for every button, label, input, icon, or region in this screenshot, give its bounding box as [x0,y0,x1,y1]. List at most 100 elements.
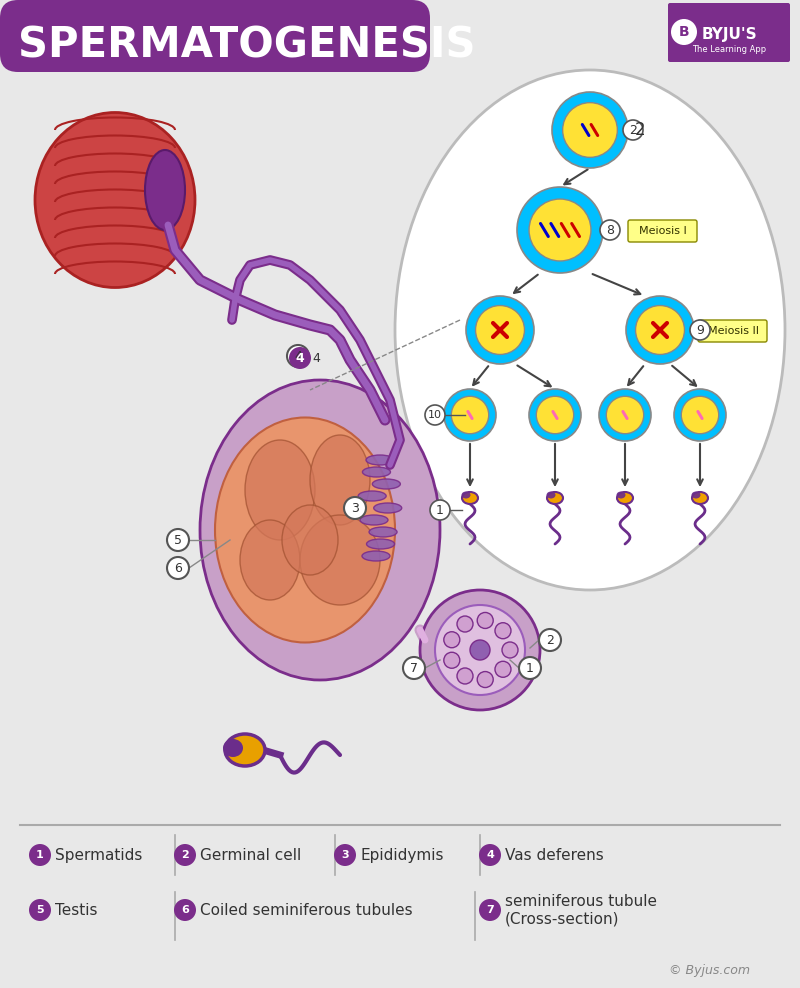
Text: 5: 5 [174,534,182,546]
Circle shape [444,389,496,441]
Circle shape [599,389,651,441]
Circle shape [635,305,685,355]
Ellipse shape [395,70,785,590]
Ellipse shape [215,418,395,642]
FancyBboxPatch shape [628,220,697,242]
Text: 6: 6 [181,905,189,915]
Circle shape [690,320,710,340]
Circle shape [466,296,534,364]
Text: 1: 1 [436,504,444,517]
Circle shape [425,405,445,425]
Circle shape [562,103,618,157]
Circle shape [671,19,697,45]
Circle shape [435,605,525,695]
Text: 2: 2 [635,121,646,139]
Circle shape [289,347,311,369]
Text: 4: 4 [312,352,320,365]
Circle shape [167,529,189,551]
Ellipse shape [691,491,701,499]
Text: 8: 8 [606,223,614,236]
Ellipse shape [245,440,315,540]
Ellipse shape [462,491,470,499]
Text: 7: 7 [410,662,418,675]
Ellipse shape [362,467,390,477]
Text: 1: 1 [36,850,44,860]
Text: Testis: Testis [55,902,98,918]
Circle shape [344,497,366,519]
Text: 7: 7 [486,905,494,915]
Ellipse shape [617,491,626,499]
Circle shape [430,500,450,520]
Ellipse shape [358,491,386,501]
Circle shape [606,396,644,434]
Ellipse shape [240,520,300,600]
Text: Spermatids: Spermatids [55,848,142,863]
Circle shape [167,557,189,579]
Ellipse shape [692,492,708,504]
Circle shape [682,396,718,434]
Circle shape [29,844,51,866]
Circle shape [517,187,603,273]
Circle shape [420,590,540,710]
Text: © Byjus.com: © Byjus.com [669,963,750,976]
Ellipse shape [282,505,338,575]
Circle shape [475,305,525,355]
Ellipse shape [366,539,394,549]
Text: 2: 2 [181,850,189,860]
Ellipse shape [362,551,390,561]
Ellipse shape [369,527,397,537]
Circle shape [403,657,425,679]
Text: 9: 9 [696,323,704,337]
Circle shape [29,899,51,921]
Text: 4: 4 [296,352,304,365]
Circle shape [174,844,196,866]
Circle shape [623,120,643,140]
Circle shape [478,613,494,628]
Ellipse shape [35,113,195,288]
Text: 1: 1 [526,662,534,675]
FancyBboxPatch shape [698,320,767,342]
Text: The Learning App: The Learning App [692,45,766,54]
Text: Epididymis: Epididymis [360,848,443,863]
Ellipse shape [360,515,388,525]
Circle shape [552,92,628,168]
Text: 2: 2 [629,124,637,136]
Circle shape [502,642,518,658]
Circle shape [287,345,309,367]
Text: SPERMATOGENESIS: SPERMATOGENESIS [18,25,475,67]
Circle shape [626,296,694,364]
Circle shape [334,844,356,866]
Circle shape [457,617,473,632]
Ellipse shape [310,435,370,525]
Ellipse shape [223,739,243,757]
Circle shape [479,899,501,921]
Ellipse shape [300,515,380,605]
Circle shape [519,657,541,679]
Text: 4: 4 [294,350,302,363]
FancyBboxPatch shape [668,3,790,62]
Circle shape [536,396,574,434]
Text: Meiosis I: Meiosis I [639,226,687,236]
Circle shape [444,652,460,668]
Text: Vas deferens: Vas deferens [505,848,604,863]
Text: B: B [678,25,690,39]
Circle shape [600,220,620,240]
Circle shape [451,396,489,434]
FancyBboxPatch shape [0,0,430,72]
Circle shape [495,661,511,678]
Text: 10: 10 [428,410,442,420]
Ellipse shape [372,479,400,489]
Text: seminiferous tubule
(Cross-section): seminiferous tubule (Cross-section) [505,894,657,926]
Ellipse shape [617,492,633,504]
Circle shape [479,844,501,866]
Ellipse shape [462,492,478,504]
Text: BYJU'S: BYJU'S [701,27,757,41]
Text: 6: 6 [174,561,182,574]
Circle shape [495,622,511,638]
Circle shape [529,389,581,441]
Ellipse shape [547,492,563,504]
Ellipse shape [366,455,394,465]
Ellipse shape [374,503,402,513]
Circle shape [444,631,460,648]
Text: 2: 2 [546,633,554,646]
